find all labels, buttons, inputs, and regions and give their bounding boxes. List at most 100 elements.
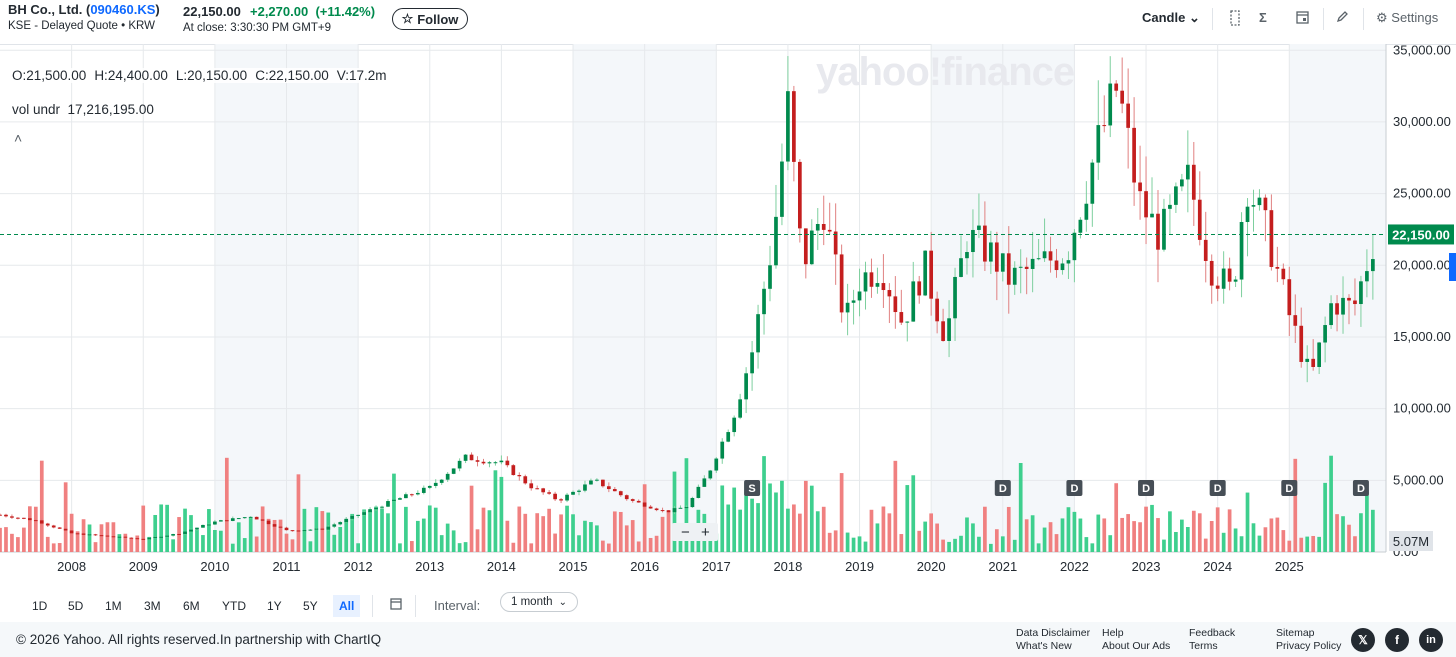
candle-body — [1353, 300, 1357, 305]
volume-bar — [487, 510, 492, 552]
candle-body — [1024, 266, 1029, 269]
y-tick-label: 25,000.00 — [1393, 186, 1451, 201]
candle-body — [421, 487, 426, 493]
volume-bar — [1287, 540, 1292, 552]
volume-bar — [648, 537, 653, 552]
footer-link-whats-new[interactable]: What's New — [1016, 640, 1072, 652]
event-marker[interactable] — [744, 480, 761, 496]
candle-body — [762, 288, 766, 315]
range-1y[interactable]: 1Y — [267, 599, 282, 613]
facebook-icon[interactable]: f — [1385, 628, 1409, 652]
event-marker-label[interactable]: D — [999, 483, 1007, 495]
collapse-legend-icon[interactable]: ˄ — [14, 130, 23, 146]
y-tick-label: 15,000.00 — [1393, 329, 1451, 344]
chart-area[interactable]: 35,000.00 30,000.00 25,000.00 20,000.00 15,0… — [0, 42, 1456, 588]
footer-link-help[interactable]: Help — [1102, 627, 1124, 639]
event-marker-label[interactable]: D — [1285, 483, 1293, 495]
event-marker-label[interactable]: D — [1357, 483, 1365, 495]
footer-link-privacy[interactable]: Privacy Policy — [1276, 640, 1342, 652]
x-tick-label: 2021 — [988, 559, 1017, 574]
candle-body — [863, 272, 868, 292]
price-chart[interactable]: 35,000.00 30,000.00 25,000.00 20,000.00 15,0… — [0, 42, 1456, 588]
candle-body — [1060, 263, 1065, 271]
side-panel-toggle[interactable] — [1449, 253, 1456, 281]
event-marker[interactable] — [1352, 480, 1369, 496]
range-1m[interactable]: 1M — [105, 599, 122, 613]
follow-button[interactable]: ☆ Follow — [392, 8, 468, 30]
candle-body — [439, 479, 444, 483]
volume-bar — [1341, 516, 1345, 552]
footer-link-about-ads[interactable]: About Our Ads — [1102, 640, 1171, 652]
candle-body — [511, 465, 516, 476]
event-marker[interactable] — [1281, 480, 1298, 496]
range-3m[interactable]: 3M — [144, 599, 161, 613]
draw-pencil-icon[interactable] — [1336, 10, 1349, 26]
candle-body — [1221, 268, 1226, 289]
candle-body — [768, 265, 772, 289]
range-ytd[interactable]: YTD — [222, 599, 246, 613]
candle-body — [571, 491, 575, 495]
footer-link-terms[interactable]: Terms — [1189, 640, 1218, 652]
event-marker-label[interactable]: D — [1214, 483, 1222, 495]
candle-body — [690, 497, 695, 508]
date-range-calendar-icon[interactable] — [390, 595, 402, 617]
volume-bar — [899, 534, 904, 552]
volume-bar — [1072, 511, 1077, 552]
event-marker-label[interactable]: D — [1142, 483, 1150, 495]
high-value: H:24,400.00 — [94, 68, 168, 83]
candle-body — [242, 517, 247, 519]
indicators-sigma-icon[interactable]: Σ — [1259, 10, 1267, 25]
y-tick-label: 35,000.00 — [1393, 44, 1451, 57]
volume-bar — [332, 534, 337, 552]
volume-bar — [809, 485, 814, 552]
range-1d[interactable]: 1D — [32, 599, 48, 613]
volume-bar — [1102, 518, 1107, 552]
candle-body — [1209, 260, 1214, 286]
event-marker[interactable] — [1066, 480, 1083, 496]
volume-bar — [439, 535, 444, 552]
event-marker[interactable] — [1209, 480, 1226, 496]
volume-bar — [726, 504, 731, 552]
x-tick-label: 2025 — [1275, 559, 1304, 574]
volume-bar — [535, 513, 540, 552]
x-twitter-icon[interactable]: 𝕏 — [1351, 628, 1375, 652]
volume-bar — [87, 524, 92, 552]
volume-bar — [1251, 523, 1256, 552]
chart-type-dropdown[interactable]: Candle ⌄ — [1142, 10, 1200, 25]
range-all[interactable]: All — [333, 595, 361, 617]
footer-link-feedback[interactable]: Feedback — [1189, 627, 1236, 639]
candle-body — [702, 478, 707, 487]
compare-icon[interactable] — [1229, 10, 1241, 29]
range-5y[interactable]: 5Y — [303, 599, 318, 613]
volume-bar — [183, 508, 187, 552]
events-calendar-icon[interactable] — [1296, 10, 1309, 27]
settings-button[interactable]: ⚙ Settings — [1376, 10, 1439, 25]
volume-bar — [242, 538, 247, 552]
ticker-symbol[interactable]: 090460.KS — [90, 2, 156, 17]
volume-bar — [230, 543, 235, 552]
linkedin-icon[interactable]: in — [1419, 628, 1443, 652]
candle-body — [398, 498, 402, 500]
range-6m[interactable]: 6M — [183, 599, 200, 613]
footer-link-data-disclaimer[interactable]: Data Disclaimer — [1016, 627, 1091, 639]
candle-body — [1329, 303, 1333, 326]
candle-body — [535, 488, 540, 490]
zoom-out-button[interactable]: − — [681, 524, 690, 541]
volume-tag — [1389, 531, 1433, 551]
candle-body — [1018, 266, 1023, 268]
event-marker[interactable] — [994, 480, 1011, 496]
candle-body — [1174, 186, 1178, 205]
footer-link-sitemap[interactable]: Sitemap — [1276, 627, 1315, 639]
range-5d[interactable]: 5D — [68, 599, 84, 613]
volume-bar — [356, 543, 360, 552]
zoom-in-button[interactable]: + — [701, 524, 710, 541]
event-marker[interactable] — [1138, 480, 1155, 496]
interval-dropdown[interactable]: 1 month ⌄ — [500, 592, 578, 612]
event-marker-label[interactable]: S — [748, 483, 755, 495]
volume-bar — [99, 524, 104, 552]
candle-body — [726, 432, 731, 442]
candle-body — [153, 536, 158, 538]
candle-body — [929, 250, 934, 299]
volume-bar — [1078, 518, 1083, 552]
event-marker-label[interactable]: D — [1070, 483, 1078, 495]
